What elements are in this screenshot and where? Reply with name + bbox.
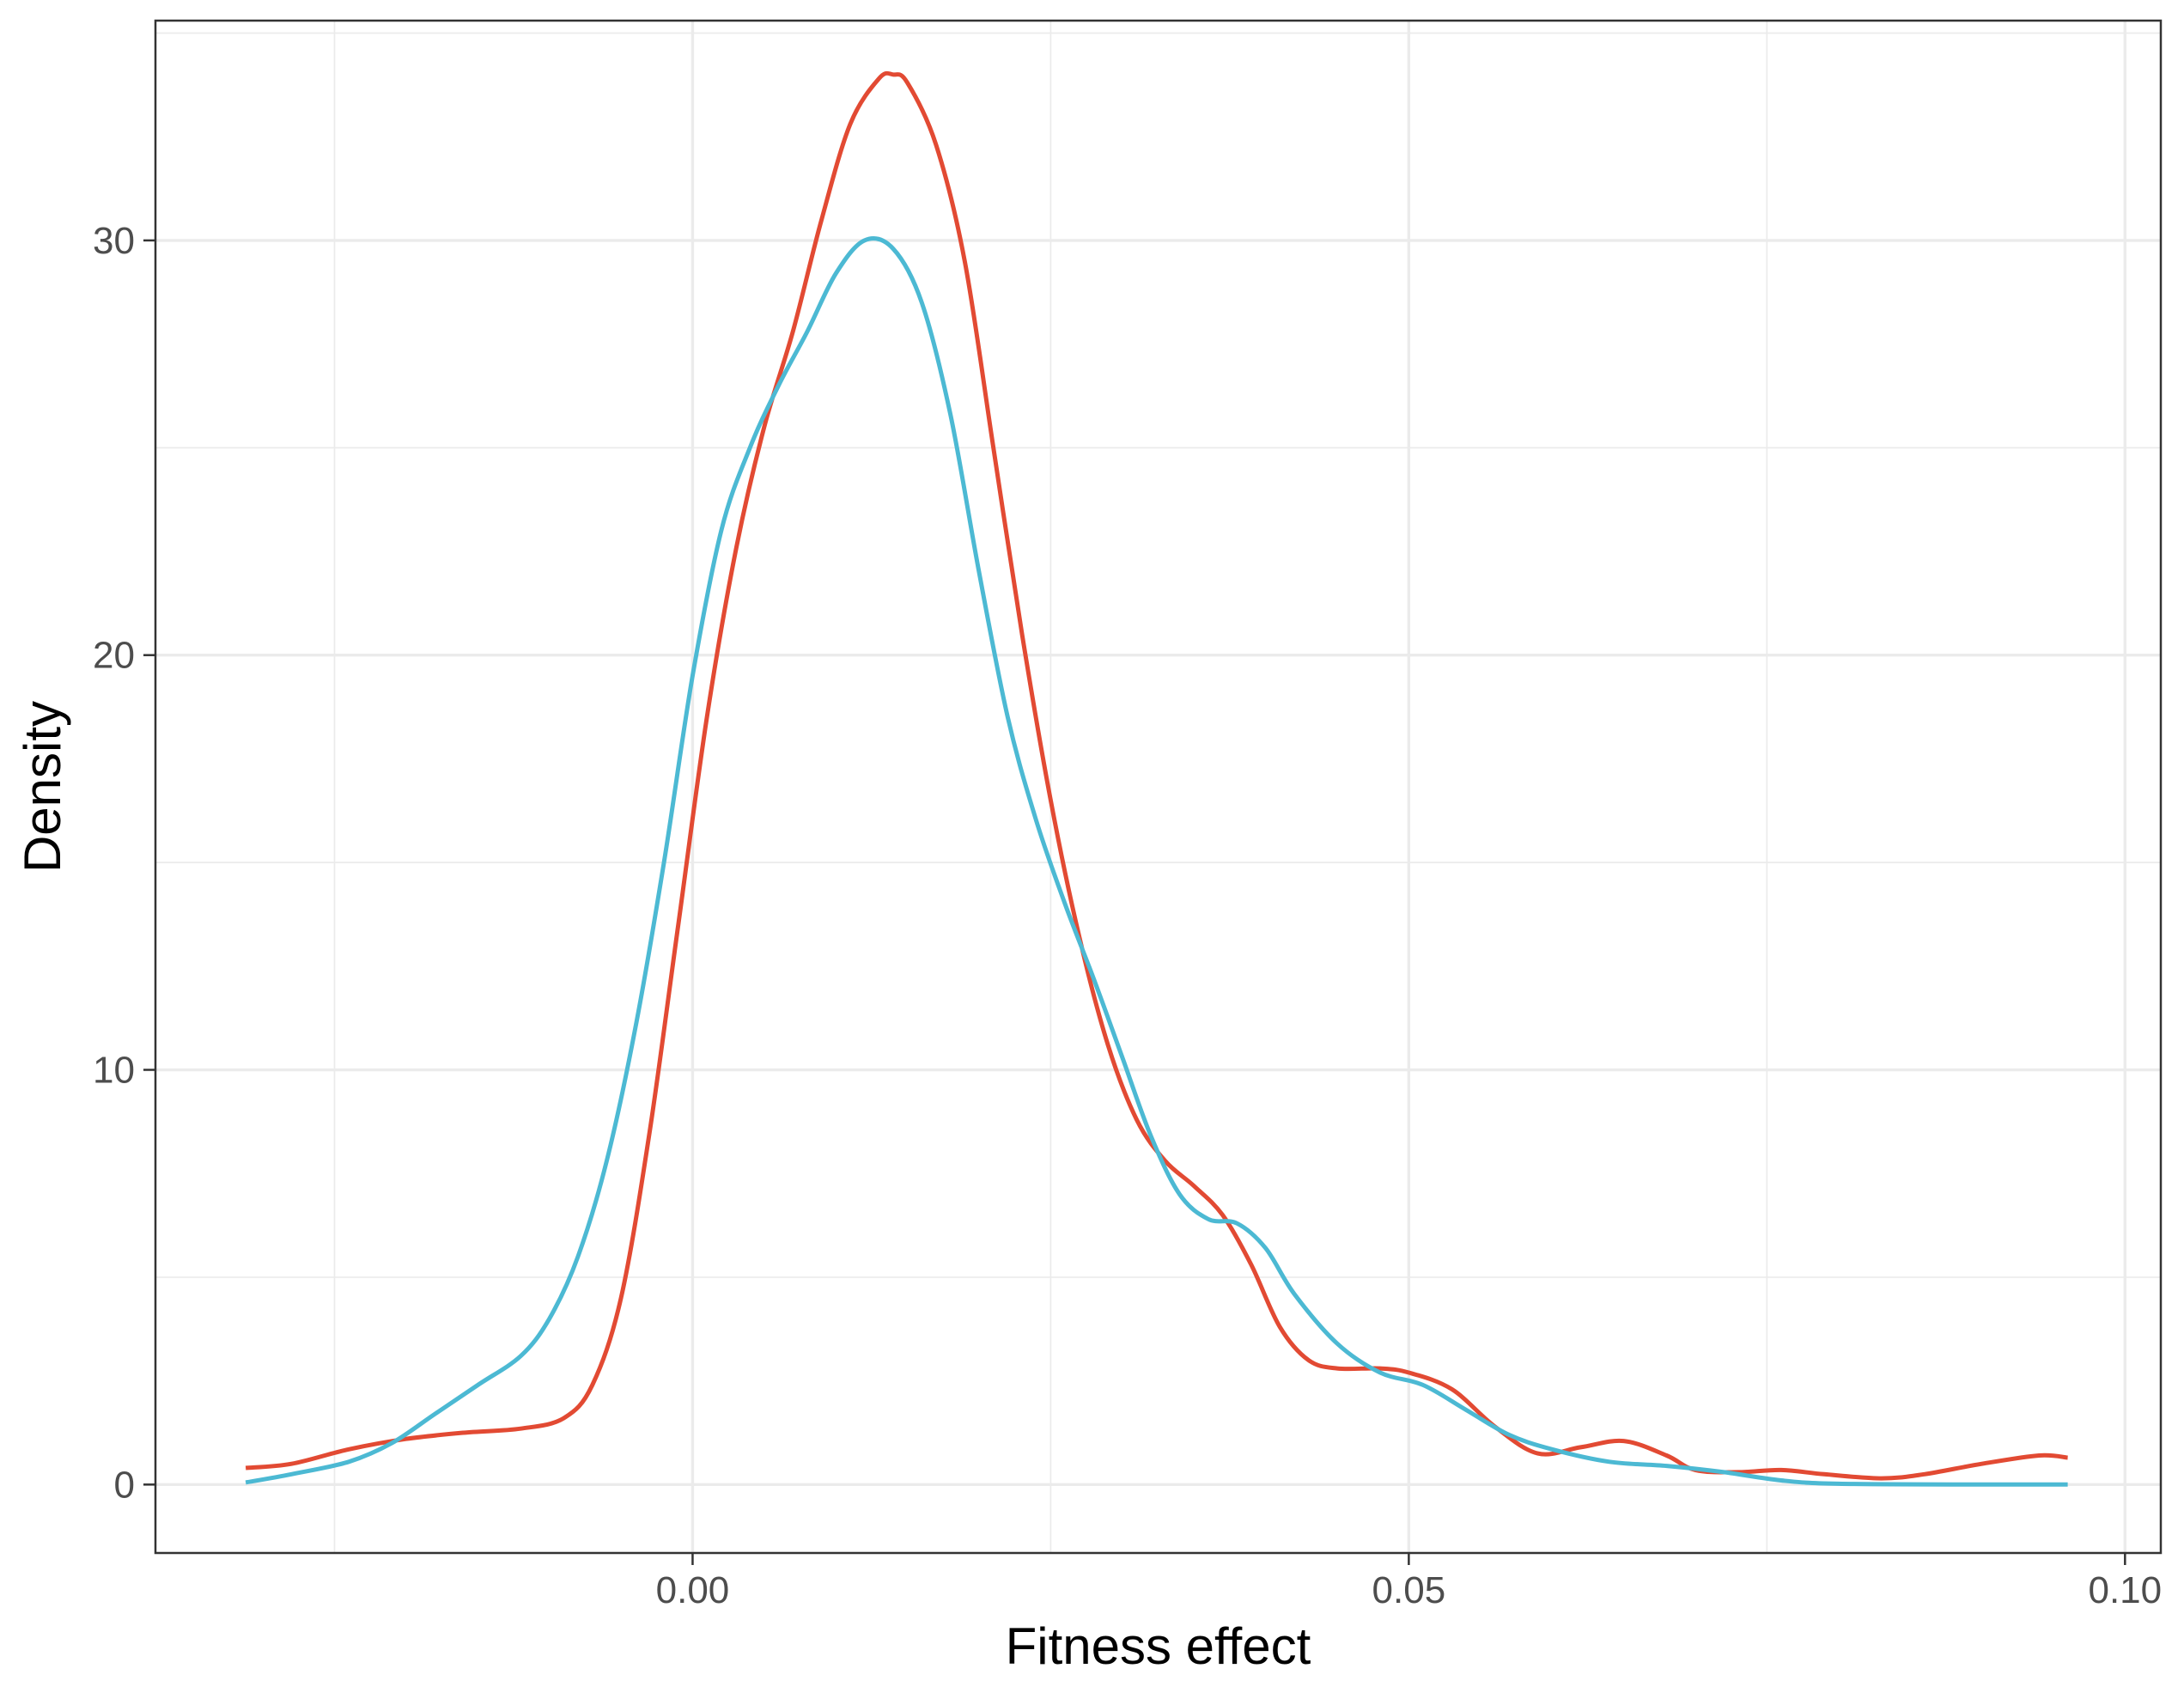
minor-gridlines — [155, 21, 2161, 1553]
major-gridlines — [155, 21, 2161, 1553]
y-tick-label: 0 — [114, 1464, 135, 1506]
x-tick-label: 0.05 — [1372, 1569, 1446, 1611]
density-curve-1 — [245, 70, 2068, 1481]
x-tick-label: 0.00 — [656, 1569, 730, 1611]
y-tick-label: 10 — [93, 1050, 135, 1092]
y-axis: 0 10 20 30 — [93, 220, 155, 1506]
x-axis-title: Fitness effect — [1006, 1617, 1311, 1675]
density-curve-2 — [245, 236, 2068, 1487]
x-tick-label: 0.10 — [2088, 1569, 2162, 1611]
y-axis-title: Density — [14, 701, 71, 873]
x-axis: 0.00 0.05 0.10 — [656, 1553, 2162, 1611]
y-tick-label: 20 — [93, 635, 135, 677]
density-curves — [245, 70, 2068, 1487]
y-tick-label: 30 — [93, 220, 135, 262]
plot-panel-border — [154, 19, 2163, 1555]
